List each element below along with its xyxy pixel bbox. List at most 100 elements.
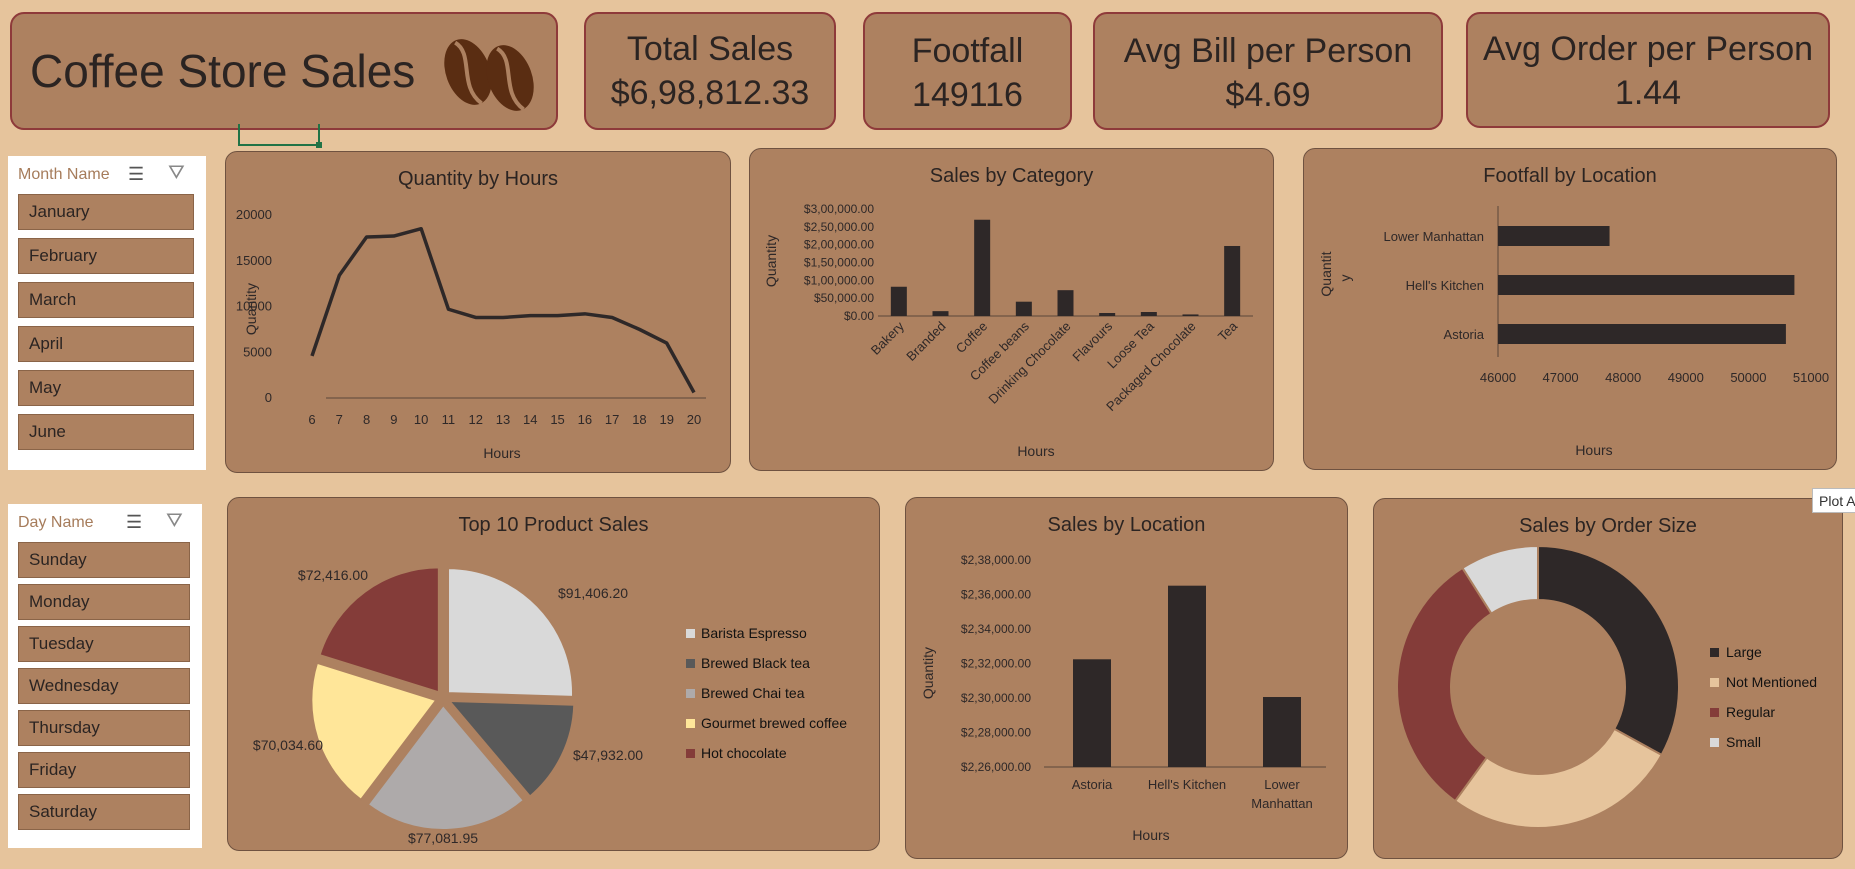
legend-label: Regular <box>1726 704 1775 720</box>
x-tick-label: Coffee <box>953 319 991 357</box>
slicer-item-may[interactable]: May <box>18 370 194 406</box>
y-axis-title: Quantity <box>243 283 259 335</box>
y-tick-label: 20000 <box>236 207 272 222</box>
x-axis-title: Hours <box>1132 827 1169 843</box>
x-tick-label: 50000 <box>1730 370 1766 385</box>
kpi-value: 1.44 <box>1614 74 1682 112</box>
donut-slice <box>1461 544 1539 615</box>
slicer-item-june[interactable]: June <box>18 414 194 450</box>
bar <box>1099 313 1116 316</box>
x-tick-label: 16 <box>578 412 592 427</box>
chart-top10-products[interactable]: Top 10 Product Sales $91,406.20 $47,932.0… <box>227 497 880 851</box>
slicer-item-march[interactable]: March <box>18 282 194 318</box>
clear-filter-icon[interactable]: ⛛ <box>168 162 185 184</box>
legend-label: Large <box>1726 644 1762 660</box>
donut-slice <box>1537 544 1680 757</box>
x-tick-label: Bakery <box>868 318 908 358</box>
y-axis-title: Quantity <box>920 647 936 699</box>
slicer-item-friday[interactable]: Friday <box>18 752 190 788</box>
slicer-item-monday[interactable]: Monday <box>18 584 190 620</box>
multi-select-icon[interactable]: ☰ <box>126 512 143 532</box>
bar <box>1182 314 1199 316</box>
chart-sales-by-category[interactable]: Sales by Category $0.00 $50,000.00 $1,00,0… <box>749 148 1274 471</box>
x-tick-label: 7 <box>336 412 343 427</box>
legend-label: Barista Espresso <box>701 625 807 641</box>
y-tick-label: $1,50,000.00 <box>804 256 874 270</box>
chart-footfall-by-location[interactable]: Footfall by Location Lower Manhattan Hell… <box>1303 148 1837 470</box>
x-tick-label: 51000 <box>1793 370 1829 385</box>
kpi-title: Avg Bill per Person <box>1123 32 1413 70</box>
kpi-value: $6,98,812.33 <box>610 74 810 112</box>
x-tick-label: 6 <box>308 412 315 427</box>
x-tick-label: 46000 <box>1480 370 1516 385</box>
slicer-item-wednesday[interactable]: Wednesday <box>18 668 190 704</box>
legend-swatch <box>1710 648 1719 657</box>
y-tick-label: $50,000.00 <box>814 291 874 305</box>
pie-slice <box>310 661 438 802</box>
title-card: Coffee Store Sales <box>10 12 558 130</box>
slicer-item-february[interactable]: February <box>18 238 194 274</box>
kpi-total-sales: Total Sales $6,98,812.33 <box>584 12 836 130</box>
x-tick-label: 12 <box>468 412 482 427</box>
bar <box>1015 301 1032 316</box>
legend-label: Small <box>1726 734 1761 750</box>
slicer-item-january[interactable]: January <box>18 194 194 230</box>
chart-quantity-by-hours[interactable]: Quantity by Hours 0 5000 10000 15000 20000 6 7… <box>225 151 731 473</box>
y-tick-label: 0 <box>265 390 272 405</box>
x-tick-label: 10 <box>414 412 428 427</box>
slicer-item-tuesday[interactable]: Tuesday <box>18 626 190 662</box>
chart-title: Quantity by Hours <box>397 168 559 190</box>
multi-select-icon[interactable]: ☰ <box>128 164 145 184</box>
x-tick-label: 8 <box>363 412 370 427</box>
slicer-item-saturday[interactable]: Saturday <box>18 794 190 830</box>
bar <box>1498 324 1786 344</box>
slicer-item-sunday[interactable]: Sunday <box>18 542 190 578</box>
bar <box>1498 275 1795 295</box>
x-tick-label: Astoria <box>1072 777 1113 792</box>
x-axis-title: Hours <box>483 445 520 461</box>
bar <box>1073 659 1111 767</box>
x-tick-label: 14 <box>523 412 537 427</box>
day-slicer: Day Name ☰ ⛛ Sunday Monday Tuesday Wednesda… <box>8 504 202 848</box>
month-slicer: Month Name ☰ ⛛ January February March April… <box>8 156 206 470</box>
x-tick-label: 19 <box>659 412 673 427</box>
x-tick-label: Hell's Kitchen <box>1148 777 1226 792</box>
y-tick-label: $2,00,000.00 <box>804 238 874 252</box>
x-tick-label: Branded <box>903 319 948 364</box>
x-tick-label: 17 <box>605 412 619 427</box>
slicer-item-thursday[interactable]: Thursday <box>18 710 190 746</box>
kpi-title: Avg Order per Person <box>1482 30 1814 68</box>
x-tick-label: 15 <box>550 412 564 427</box>
pie-chart: $91,406.20 $47,932.00 $77,081.95 $70,034.60… <box>253 566 847 846</box>
x-tick-label: 11 <box>442 412 456 427</box>
bar <box>1263 697 1301 767</box>
data-label: $47,932.00 <box>573 747 643 763</box>
legend-swatch <box>1710 678 1719 687</box>
hbar-chart: Lower Manhattan Hell's Kitchen Astoria 4600… <box>1318 206 1829 458</box>
legend-label: Brewed Chai tea <box>701 685 805 701</box>
series-line <box>310 226 696 394</box>
x-tick-label: Tea <box>1215 318 1241 344</box>
legend-swatch <box>1710 708 1719 717</box>
bar <box>1168 585 1206 767</box>
legend-swatch <box>686 689 695 698</box>
data-label: $70,034.60 <box>253 737 323 753</box>
x-tick-label: Lower <box>1264 777 1300 792</box>
slicer-item-april[interactable]: April <box>18 326 194 362</box>
y-tick-label: 5000 <box>243 344 272 359</box>
chart-title: Footfall by Location <box>1483 165 1657 187</box>
chart-title: Top 10 Product Sales <box>458 514 649 536</box>
slicer-title: Month Name <box>18 166 110 183</box>
y-tick-label: $2,34,000.00 <box>961 622 1031 636</box>
clear-filter-icon[interactable]: ⛛ <box>166 510 183 532</box>
chart-sales-by-order-size[interactable]: Sales by Order Size Large Not Mentioned Re… <box>1373 498 1843 859</box>
kpi-title: Footfall <box>911 32 1024 70</box>
dashboard-title: Coffee Store Sales <box>30 45 416 97</box>
slicer-title: Day Name <box>18 514 94 531</box>
selected-cell[interactable] <box>238 124 322 148</box>
y-tick-label: 10000 <box>236 299 272 314</box>
data-label: $72,416.00 <box>298 567 368 583</box>
chart-sales-by-location[interactable]: Sales by Location $2,26,000.00 $2,28,000.… <box>905 497 1348 859</box>
legend-swatch <box>686 719 695 728</box>
y-tick-label: $2,36,000.00 <box>961 588 1031 602</box>
